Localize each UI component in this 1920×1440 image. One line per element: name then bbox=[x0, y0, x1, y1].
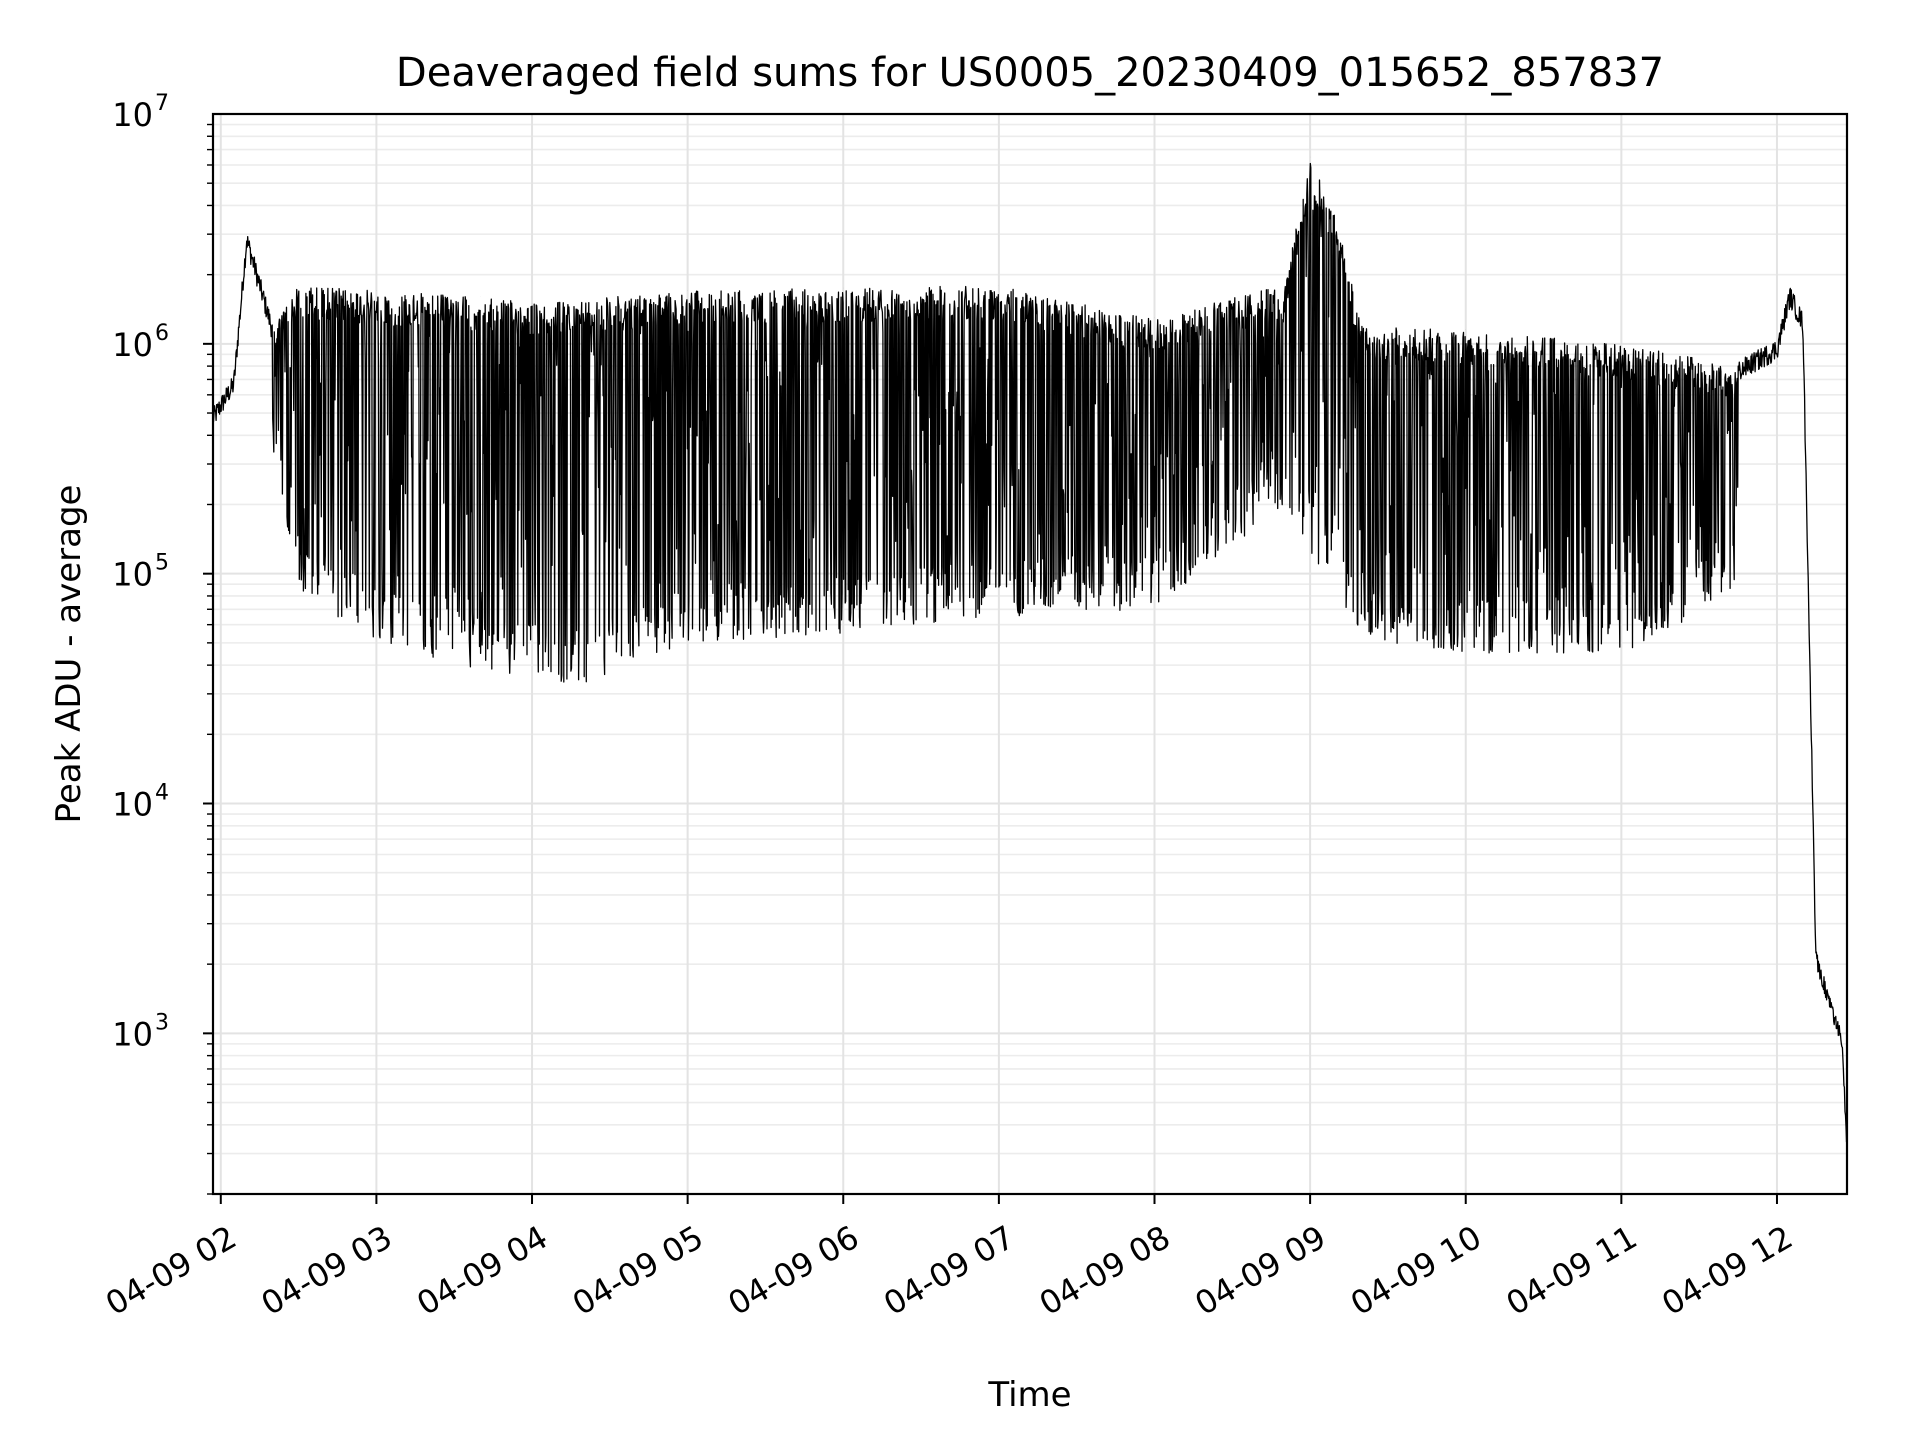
x-tick-label: 04-09 08 bbox=[1033, 1218, 1177, 1323]
x-axis: 04-09 02 04-09 03 04-09 04 04-09 05 04-09 06… bbox=[99, 1194, 1799, 1323]
data-series bbox=[212, 156, 1848, 1143]
x-tick-label: 04-09 06 bbox=[722, 1218, 866, 1323]
x-tick-label: 04-09 09 bbox=[1189, 1218, 1333, 1323]
chart-title: Deaveraged field sums for US0005_2023040… bbox=[396, 50, 1664, 96]
x-tick-label: 04-09 07 bbox=[877, 1218, 1021, 1323]
y-axis-label: Peak ADU - average bbox=[49, 485, 89, 824]
series-line bbox=[212, 162, 1848, 1143]
y-tick-exponent: 6 bbox=[155, 321, 169, 346]
y-tick-label: 10 7 bbox=[112, 91, 169, 134]
y-tick-label: 10 3 bbox=[112, 1010, 169, 1053]
y-tick-base: 10 bbox=[112, 96, 153, 134]
x-axis-label: Time bbox=[987, 1375, 1071, 1415]
x-tick-label: 04-09 12 bbox=[1655, 1218, 1799, 1323]
y-tick-label: 10 5 bbox=[112, 551, 169, 594]
y-tick-label: 10 6 bbox=[112, 321, 169, 364]
y-tick-base: 10 bbox=[112, 326, 153, 364]
grid bbox=[213, 114, 1847, 1195]
x-tick-label: 04-09 02 bbox=[99, 1218, 243, 1323]
y-tick-exponent: 3 bbox=[155, 1010, 169, 1035]
x-tick-label: 04-09 04 bbox=[410, 1218, 554, 1323]
x-tick-label: 04-09 10 bbox=[1344, 1218, 1488, 1323]
y-tick-label: 10 4 bbox=[112, 781, 169, 824]
y-tick-exponent: 4 bbox=[155, 781, 169, 806]
y-tick-exponent: 7 bbox=[155, 91, 169, 116]
plot-frame bbox=[211, 112, 1849, 1196]
y-tick-base: 10 bbox=[112, 786, 153, 824]
x-tick-label: 04-09 03 bbox=[255, 1218, 399, 1323]
x-tick-label: 04-09 11 bbox=[1500, 1218, 1644, 1323]
x-tick-label: 04-09 05 bbox=[566, 1218, 710, 1323]
y-tick-exponent: 5 bbox=[155, 551, 169, 576]
y-tick-base: 10 bbox=[112, 1015, 153, 1053]
y-tick-base: 10 bbox=[112, 556, 153, 594]
